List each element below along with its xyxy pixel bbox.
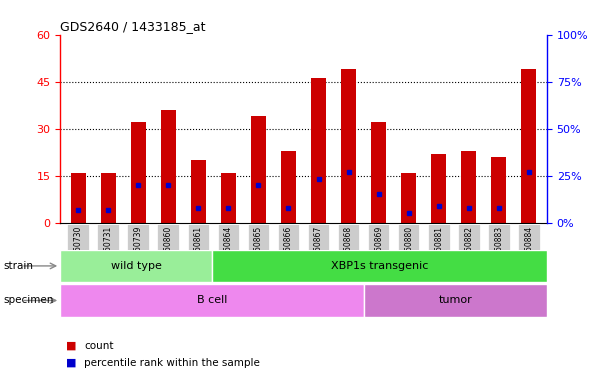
Text: percentile rank within the sample: percentile rank within the sample [84,358,260,368]
Text: GSM160730: GSM160730 [74,226,82,272]
Text: GSM160861: GSM160861 [194,226,203,272]
FancyBboxPatch shape [188,224,209,281]
Bar [341,69,356,223]
Bar [60,250,212,282]
Text: GSM160860: GSM160860 [164,226,172,272]
Text: GSM160884: GSM160884 [525,226,533,272]
FancyBboxPatch shape [97,224,119,281]
Text: GSM160864: GSM160864 [224,226,233,272]
Bar [491,157,506,223]
Bar [521,69,536,223]
FancyBboxPatch shape [308,224,329,281]
Text: GSM160739: GSM160739 [134,226,142,272]
Bar [462,151,476,223]
FancyBboxPatch shape [338,224,359,281]
FancyBboxPatch shape [428,224,450,281]
Text: GSM160866: GSM160866 [284,226,293,272]
Text: XBP1s transgenic: XBP1s transgenic [331,261,429,271]
FancyBboxPatch shape [398,224,419,281]
Text: GDS2640 / 1433185_at: GDS2640 / 1433185_at [60,20,206,33]
FancyBboxPatch shape [488,224,510,281]
Bar [401,172,416,223]
Text: GSM160881: GSM160881 [435,226,443,272]
Bar [212,250,547,282]
Bar [100,172,115,223]
FancyBboxPatch shape [518,224,540,281]
Text: wild type: wild type [111,261,162,271]
Text: GSM160880: GSM160880 [404,226,413,272]
Text: GSM160883: GSM160883 [495,226,503,272]
Text: GSM160868: GSM160868 [344,226,353,272]
Text: strain: strain [3,261,33,271]
Bar [281,151,296,223]
Text: ■: ■ [66,358,76,368]
FancyBboxPatch shape [278,224,299,281]
Text: GSM160731: GSM160731 [104,226,112,272]
Text: B cell: B cell [197,295,227,306]
Bar [130,122,145,223]
FancyBboxPatch shape [218,224,239,281]
FancyBboxPatch shape [368,224,389,281]
Bar [71,172,85,223]
Bar [371,122,386,223]
Bar [364,284,547,317]
Text: GSM160865: GSM160865 [254,226,263,272]
Bar [311,78,326,223]
FancyBboxPatch shape [67,224,89,281]
Bar [221,172,236,223]
FancyBboxPatch shape [127,224,149,281]
Text: GSM160867: GSM160867 [314,226,323,272]
Text: count: count [84,341,114,351]
Bar [160,110,175,223]
Bar [432,154,446,223]
FancyBboxPatch shape [458,224,480,281]
Text: GSM160882: GSM160882 [465,226,473,272]
Text: GSM160869: GSM160869 [374,226,383,272]
Text: specimen: specimen [3,295,53,306]
Text: ■: ■ [66,341,76,351]
FancyBboxPatch shape [157,224,179,281]
FancyBboxPatch shape [248,224,269,281]
Text: tumor: tumor [439,295,472,306]
Bar [60,284,364,317]
Bar [191,160,206,223]
Bar [251,116,266,223]
